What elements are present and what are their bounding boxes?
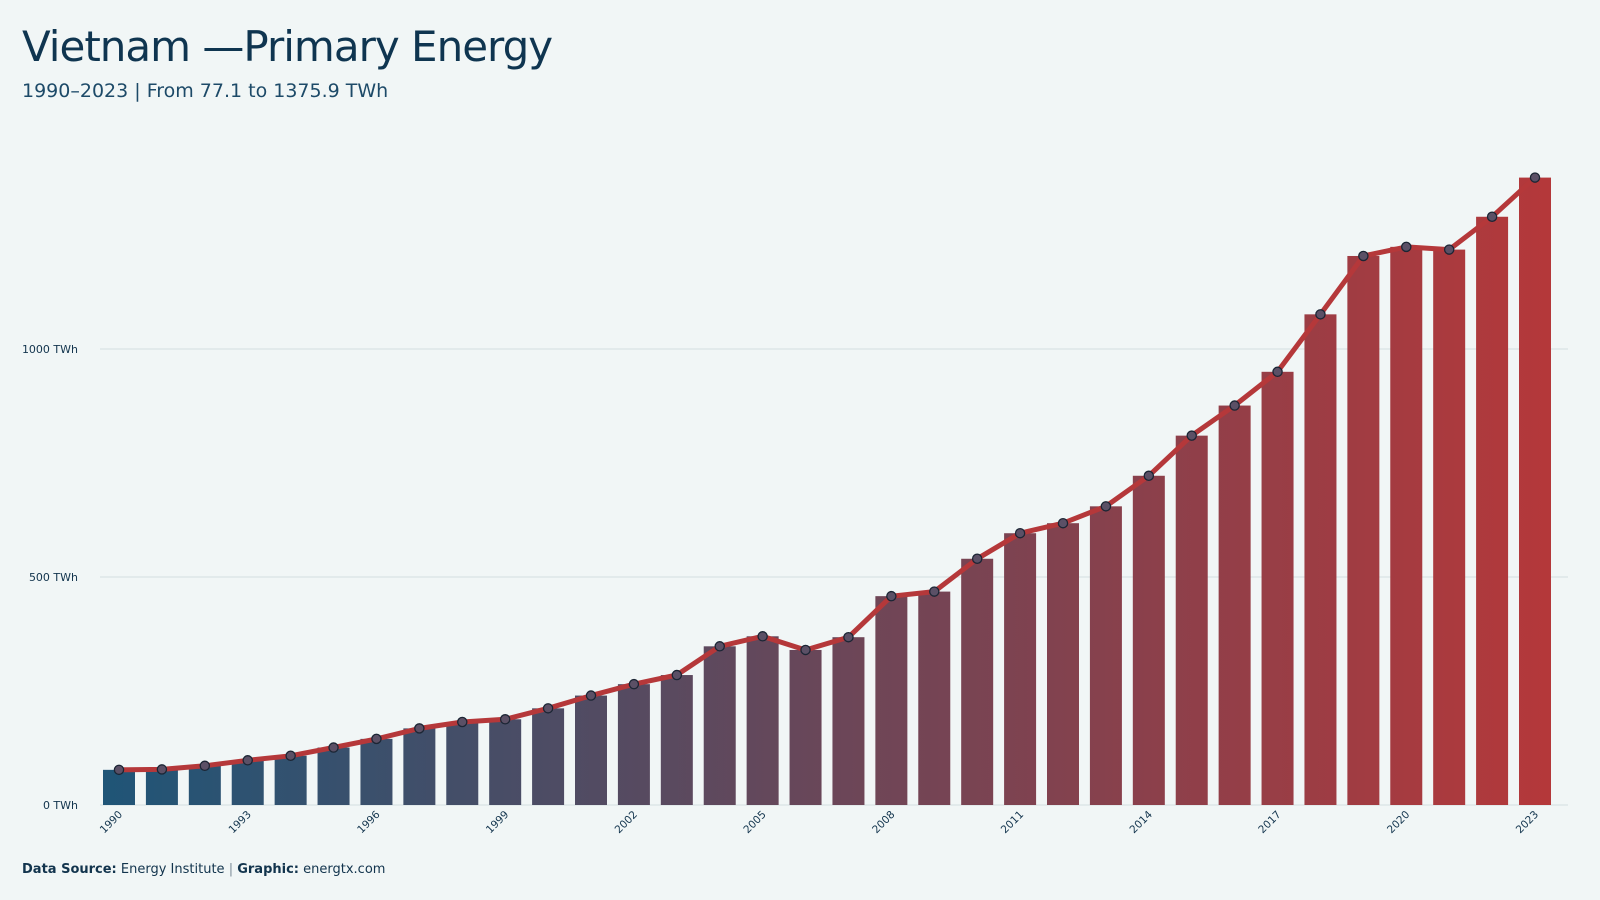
graphic-value: energtx.com	[303, 862, 386, 877]
trend-line	[116, 175, 1538, 773]
marker-2000	[542, 703, 554, 714]
marker-2017	[1272, 366, 1283, 378]
bar-2001	[575, 695, 607, 805]
marker-1990	[113, 764, 125, 776]
marker-1999	[499, 714, 511, 725]
marker-2020	[1401, 241, 1412, 253]
bar-2022	[1476, 216, 1509, 805]
x-axis: 1990 1993 1996 1999 2002 2005 2008 2011 2014 2017…	[98, 808, 1541, 836]
markers	[113, 172, 1541, 776]
x-tick-label: 2020	[1385, 809, 1412, 836]
bars	[103, 177, 1551, 806]
marker-2021	[1443, 244, 1455, 255]
bar-2016	[1218, 405, 1251, 805]
source-label: Data Source:	[22, 862, 117, 877]
marker-2002	[628, 678, 640, 690]
bar-2015	[1175, 435, 1208, 805]
marker-2023	[1529, 172, 1541, 183]
bar-1992	[188, 765, 221, 805]
x-tick-label: 1993	[226, 809, 253, 836]
marker-2011	[1014, 527, 1026, 539]
marker-2019	[1358, 250, 1369, 262]
bar-1991	[145, 769, 178, 805]
marker-2005	[757, 631, 768, 642]
marker-2001	[585, 690, 597, 701]
bar-2018	[1304, 314, 1337, 805]
marker-1996	[371, 733, 382, 745]
bar-1990	[103, 769, 135, 805]
bar-2005	[746, 636, 779, 805]
bar-2014	[1132, 475, 1165, 805]
bar-1994	[274, 755, 307, 805]
x-tick-label: 2002	[613, 809, 640, 836]
bar-2019	[1347, 255, 1380, 805]
marker-1995	[328, 742, 339, 753]
bar-2023	[1519, 177, 1551, 805]
bar-2011	[1004, 533, 1037, 805]
marker-2008	[886, 590, 897, 602]
bar-1999	[489, 719, 522, 805]
y-tick-label: 500 TWh	[29, 571, 78, 584]
bar-2017	[1261, 371, 1294, 805]
marker-2012	[1057, 517, 1069, 529]
bar-1995	[317, 747, 350, 805]
footer-credits: Data Source: Energy Institute | Graphic:…	[22, 862, 385, 877]
marker-2007	[843, 631, 854, 643]
bar-2010	[961, 558, 994, 805]
x-tick-label: 2005	[741, 809, 768, 836]
marker-2003	[671, 669, 683, 681]
marker-2013	[1100, 501, 1112, 512]
marker-1997	[414, 723, 425, 734]
x-tick-label: 2014	[1128, 808, 1156, 836]
graphic-label: Graphic:	[237, 862, 299, 877]
source-value: Energy Institute	[120, 862, 225, 877]
bar-2006	[789, 649, 822, 805]
y-axis: 0 TWh 500 TWh 1000 TWh	[22, 343, 78, 812]
chart-subtitle: 1990–2023 | From 77.1 to 1375.9 TWh	[22, 80, 389, 102]
marker-2006	[800, 644, 811, 656]
marker-1991	[156, 764, 168, 775]
trend-line-path	[116, 175, 1538, 773]
marker-1998	[457, 716, 468, 728]
bar-1996	[360, 738, 393, 805]
bar-2004	[703, 646, 736, 805]
marker-1994	[285, 750, 296, 762]
bar-2000	[532, 708, 565, 805]
bar-2020	[1390, 246, 1423, 805]
y-tick-label: 0 TWh	[43, 799, 78, 812]
bar-2012	[1047, 523, 1079, 805]
marker-2009	[929, 586, 940, 597]
marker-1993	[242, 755, 253, 766]
marker-2004	[714, 641, 725, 652]
bar-2021	[1433, 249, 1466, 806]
bar-2007	[832, 637, 865, 805]
x-tick-label: 2008	[870, 809, 897, 836]
bar-1997	[403, 728, 436, 805]
chart-title: Vietnam —Primary Energy	[22, 22, 553, 71]
marker-2018	[1315, 309, 1326, 320]
x-tick-label: 1999	[484, 809, 511, 836]
bar-1993	[231, 760, 264, 805]
bar-2009	[918, 591, 951, 805]
bar-2003	[660, 675, 693, 805]
marker-2016	[1229, 400, 1240, 411]
x-tick-label: 2017	[1256, 809, 1283, 836]
x-tick-label: 2023	[1514, 809, 1541, 836]
bar-2008	[875, 596, 908, 805]
marker-2015	[1186, 430, 1197, 441]
marker-1992	[199, 760, 211, 772]
bar-2013	[1089, 506, 1122, 805]
x-tick-label: 1996	[355, 808, 383, 836]
bar-1998	[446, 722, 479, 805]
marker-2010	[971, 553, 983, 565]
x-tick-label: 1990	[98, 809, 125, 836]
y-tick-label: 1000 TWh	[22, 343, 78, 356]
footer-separator: |	[228, 862, 234, 877]
bar-2002	[617, 684, 650, 805]
marker-2022	[1486, 211, 1498, 223]
marker-2014	[1143, 470, 1155, 482]
x-tick-label: 2011	[999, 809, 1026, 836]
